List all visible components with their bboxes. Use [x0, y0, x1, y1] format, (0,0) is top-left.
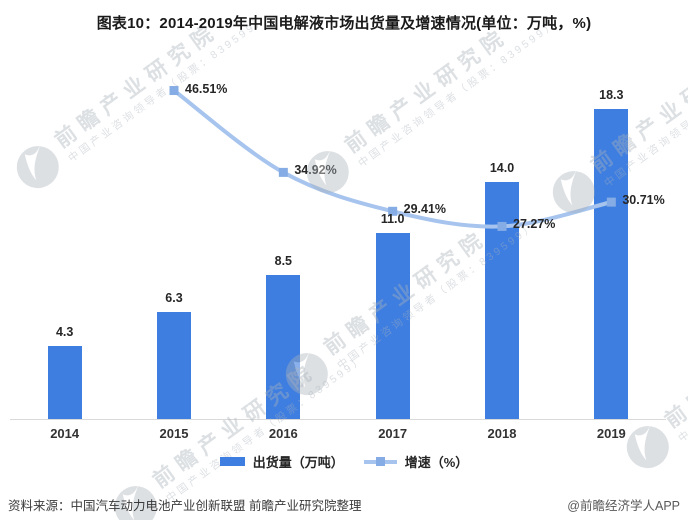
x-axis-line [10, 419, 666, 420]
chart-title: 图表10：2014-2019年中国电解液市场出货量及增速情况(单位：万吨，%) [96, 15, 592, 32]
bar-value-label-2016: 8.5 [274, 253, 293, 268]
bar-value-label-2019: 18.3 [599, 87, 624, 102]
legend: 出货量（万吨） 增速（%） [0, 452, 688, 471]
x-axis-label-2015: 2015 [159, 426, 189, 441]
growth-line-path [172, 88, 614, 229]
footer: 资料来源：中国汽车动力电池产业创新联盟 前瞻产业研究院整理 @前瞻经济学人APP [0, 495, 688, 514]
bar-2015 [157, 312, 191, 419]
watermark-subtext: 中国产业咨询领导者（股票：839599） [65, 12, 269, 165]
x-axis-label-2016: 2016 [268, 426, 298, 441]
legend-label-shipments: 出货量（万吨） [252, 455, 344, 470]
legend-item-shipments: 出货量（万吨） [219, 452, 344, 471]
watermark-tile-5: 前瞻产业研究院 中国产业咨询领导者（股票：839599） [100, 323, 373, 520]
credit-note: @前瞻经济学人APP [567, 499, 680, 513]
watermark-subtext: 中国产业咨询领导者（股票：839599） [163, 352, 367, 505]
bar-2016 [266, 274, 301, 419]
watermark-subtext: 中国产业咨询领导者（股票：839599） [675, 292, 688, 445]
bar-2017 [375, 232, 410, 419]
bar-value-label-2018: 14.0 [489, 160, 515, 175]
bar-value-label-2014: 4.3 [55, 325, 74, 340]
x-axis-label-2018: 2018 [487, 426, 517, 441]
qianzhan-logo [16, 142, 59, 189]
x-axis-label-2019: 2019 [596, 426, 626, 441]
x-axis-label-2014: 2014 [50, 426, 80, 441]
growth-value-label-2019: 30.71% [622, 193, 665, 208]
watermark-text: 前瞻产业研究院 [660, 298, 688, 433]
growth-marker-2016 [278, 167, 288, 177]
growth-value-label-2017: 29.41% [403, 202, 447, 217]
legend-label-growth: 增速（%） [404, 455, 469, 470]
qianzhan-logo [626, 422, 669, 469]
bar-2019 [594, 108, 629, 419]
source-note: 资料来源：中国汽车动力电池产业创新联盟 前瞻产业研究院整理 [8, 499, 362, 513]
bar-value-label-2017: 11.0 [380, 211, 405, 226]
legend-item-growth: 增速（%） [363, 452, 469, 471]
line-marker-icon [375, 457, 385, 466]
growth-value-label-2018: 27.27% [513, 217, 556, 232]
growth-value-label-2016: 34.92% [294, 163, 337, 178]
bar-value-label-2015: 6.3 [165, 291, 183, 306]
growth-marker-2015 [169, 86, 179, 96]
watermark-subtext: 中国产业咨询领导者（股票：839599） [355, 17, 559, 170]
growth-value-label-2015: 46.51% [185, 81, 228, 96]
line-series-swatch [363, 457, 397, 466]
bar-2014 [47, 346, 82, 419]
x-axis-label-2017: 2017 [378, 426, 408, 441]
bar-series-swatch [219, 457, 245, 466]
